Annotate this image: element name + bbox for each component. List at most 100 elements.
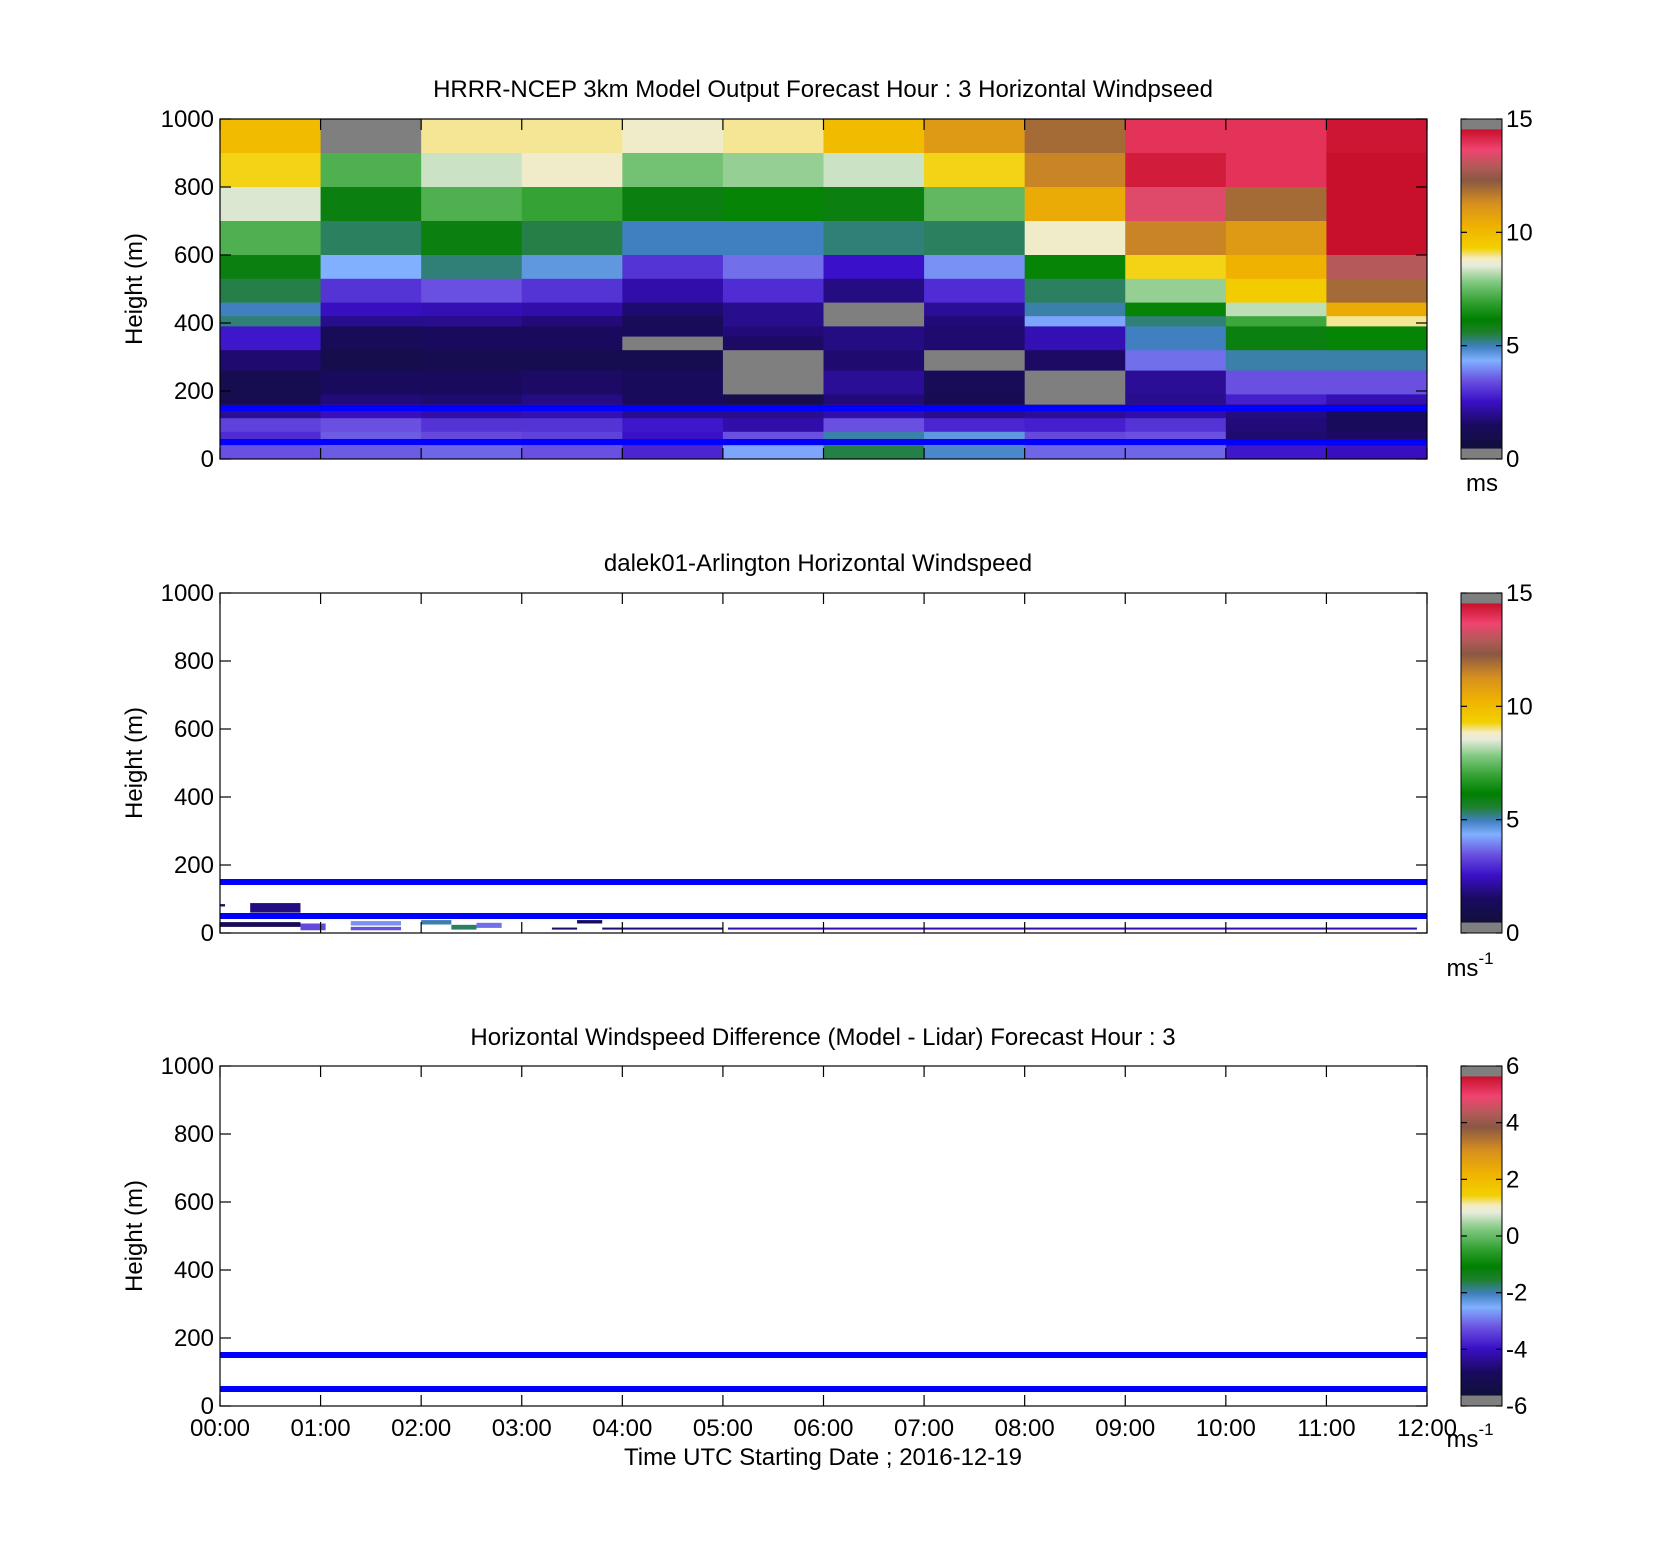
- heatmap-cell: [622, 394, 724, 406]
- heatmap-cell: [1024, 221, 1126, 239]
- heatmap-cell: [320, 119, 422, 137]
- heatmap-cell: [722, 238, 825, 256]
- heatmap-cell: [320, 187, 422, 205]
- colorbar-tick-label: 5: [1506, 333, 1519, 360]
- heatmap-cell: [823, 394, 925, 406]
- heatmap-cell: [320, 278, 422, 293]
- heatmap-cell: [722, 268, 825, 280]
- heatmap-cell: [722, 302, 825, 317]
- heatmap-cell: [1225, 316, 1328, 327]
- heatmap-cell: [320, 136, 422, 154]
- heatmap-cell: [521, 418, 623, 433]
- plot-area: [220, 1066, 1427, 1406]
- plot-background: [220, 593, 1427, 933]
- heatmap-cell: [220, 136, 322, 154]
- heatmap-cell: [521, 278, 623, 293]
- colorbar-strip: [1460, 118, 1503, 460]
- heatmap-cell: [421, 384, 523, 395]
- heatmap-cell: [220, 316, 322, 327]
- heatmap-cell: [1125, 316, 1227, 327]
- x-tick-label: 05:00: [693, 1415, 753, 1442]
- heatmap-cell: [1125, 221, 1227, 239]
- heatmap-cell: [421, 302, 523, 317]
- data-segment: [220, 904, 226, 907]
- heatmap-cell: [320, 394, 422, 406]
- heatmap-cell: [1125, 136, 1227, 154]
- heatmap-cell: [220, 302, 322, 317]
- data-segment: [727, 927, 1417, 930]
- colorbar: -6 -4 -2 0 2 4 6 ms-1: [1446, 1053, 1527, 1453]
- heatmap-cell: [1326, 445, 1427, 459]
- heatmap-cell: [924, 360, 1026, 372]
- colorbar-strip: [1460, 592, 1503, 934]
- y-tick-label: 800: [174, 1121, 214, 1148]
- heatmap-cell: [924, 302, 1026, 317]
- heatmap-cell: [521, 238, 623, 256]
- heatmap-cell: [1024, 445, 1126, 459]
- colorbar-ticks: 0 5 10 15: [1461, 580, 1533, 947]
- unit-exponent: -1: [1478, 1420, 1493, 1439]
- heatmap-cell: [320, 153, 422, 171]
- heatmap-cell: [320, 221, 422, 239]
- y-tick-label: 400: [174, 1257, 214, 1284]
- heatmap-cell: [220, 268, 322, 280]
- heatmap-cell: [1326, 204, 1427, 222]
- panel-title: dalek01-Arlington Horizontal Windspeed: [604, 550, 1032, 577]
- heatmap-cell: [1024, 204, 1126, 222]
- heatmap-cell: [220, 384, 322, 395]
- heatmap-cell: [320, 370, 422, 385]
- heatmap-cell: [1326, 119, 1427, 137]
- heatmap-cell: [521, 326, 623, 338]
- colorbar-strip: [1460, 1065, 1503, 1407]
- y-tick-label: 400: [174, 310, 214, 337]
- y-tick-label: 400: [174, 784, 214, 811]
- heatmap-cell: [823, 268, 925, 280]
- colorbar-tick-label: 15: [1506, 106, 1533, 133]
- y-axis: 0 200 400 600 800 1000: [161, 580, 1427, 947]
- plot-area: [220, 119, 1427, 459]
- heatmap-cell: [421, 278, 523, 293]
- heatmap-cell: [1326, 336, 1427, 351]
- heatmap-cell: [521, 370, 623, 385]
- heatmap-cell: [521, 302, 623, 317]
- heatmap-cell: [1326, 394, 1427, 406]
- heatmap-cell: [823, 418, 925, 433]
- heatmap-cell: [521, 119, 623, 137]
- heatmap-cell: [220, 292, 322, 304]
- y-tick-label: 0: [201, 446, 214, 473]
- heatmap-cell: [320, 238, 422, 256]
- heatmap-cell: [521, 350, 623, 361]
- heatmap-cell: [924, 336, 1026, 351]
- heatmap-cell: [320, 360, 422, 372]
- heatmap-cell: [220, 350, 322, 361]
- heatmap-cell: [521, 221, 623, 239]
- heatmap-cell: [220, 119, 322, 137]
- y-tick-label: 800: [174, 174, 214, 201]
- data-segment: [421, 920, 452, 925]
- heatmap-cell: [1125, 204, 1227, 222]
- heatmap-cell: [1125, 394, 1227, 406]
- heatmap-cell: [1326, 136, 1427, 154]
- heatmap-cell: [1326, 326, 1427, 338]
- heatmap-cell: [1125, 350, 1227, 361]
- data-segment: [551, 927, 578, 930]
- heatmap-cell: [722, 204, 825, 222]
- heatmap-cell: [823, 221, 925, 239]
- heatmap-cell: [1225, 350, 1328, 361]
- heatmap-cell: [320, 170, 422, 188]
- heatmap-cell: [1326, 255, 1427, 270]
- colorbar-tick-label: 10: [1506, 219, 1533, 246]
- heatmap-cell: [320, 302, 422, 317]
- heatmap-cell: [521, 384, 623, 395]
- heatmap-cell: [1024, 278, 1126, 293]
- heatmap-cell: [722, 384, 825, 395]
- heatmap-cell: [622, 316, 724, 327]
- heatmap-cell: [1225, 136, 1328, 154]
- data-segment: [602, 927, 723, 930]
- heatmap-cell: [1326, 292, 1427, 304]
- heatmap-cell: [924, 255, 1026, 270]
- data-segment: [350, 926, 402, 931]
- heatmap-cell: [521, 204, 623, 222]
- heatmap-cell: [1125, 170, 1227, 188]
